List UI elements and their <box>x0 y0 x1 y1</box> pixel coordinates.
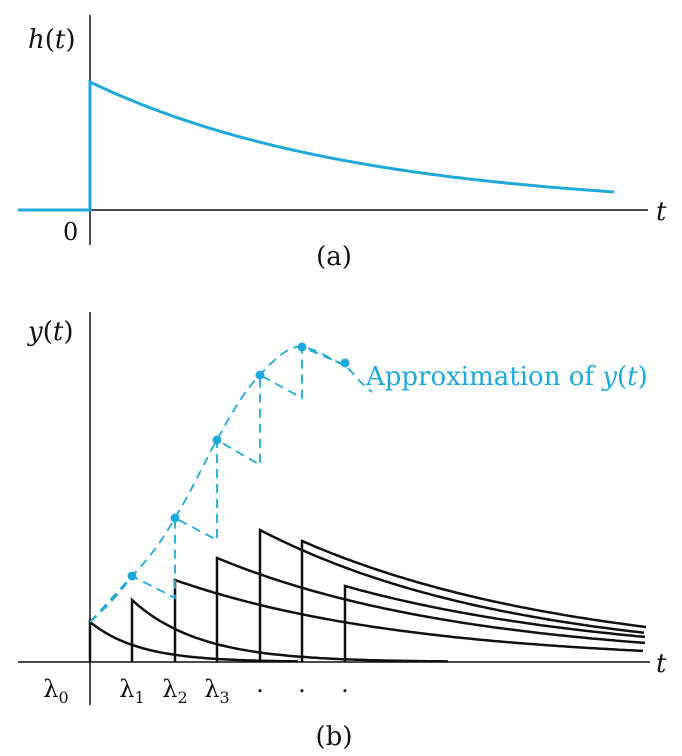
panel-b-caption: (b) <box>316 722 353 752</box>
impulse-response-3 <box>215 556 646 662</box>
impulse-response-1 <box>130 597 448 663</box>
tick-label-2: λ2 <box>162 675 187 707</box>
panel-a-caption: (a) <box>316 242 352 272</box>
panel-b-y-label: y(t) <box>27 317 73 347</box>
approximation-smooth <box>89 346 373 623</box>
tick-label-4: . <box>256 670 264 698</box>
approximation-point-5 <box>297 342 307 352</box>
shifted-impulse-responses <box>88 527 647 663</box>
approximation-point-6 <box>340 358 350 368</box>
panel-a-origin-label: 0 <box>63 218 78 246</box>
tick-label-3: λ3 <box>204 675 229 707</box>
h-curve <box>18 79 615 212</box>
tick-label-6: . <box>341 670 349 698</box>
approximation-point-3 <box>212 435 222 445</box>
approximation-point-4 <box>255 370 265 380</box>
panel-a: h(t) t 0 (a) <box>18 15 667 272</box>
tick-label-5: . <box>298 670 306 698</box>
panel-b: y(t) t (b) λ0 λ1 λ2 λ3... Approximation of … <box>18 312 667 752</box>
impulse-response-2 <box>173 578 644 662</box>
approximation-curve <box>89 342 373 623</box>
impulse-response-5 <box>300 539 647 662</box>
approximation-label: Approximation of y(t) <box>365 362 648 392</box>
impulse-response-4 <box>258 527 645 662</box>
panel-a-y-label: h(t) <box>28 25 76 55</box>
panel-a-x-label: t <box>656 197 667 227</box>
approximation-point-1 <box>127 571 137 581</box>
tick-label-1: λ1 <box>119 675 144 707</box>
approximation-point-2 <box>170 513 180 523</box>
tick-label-0: λ0 <box>43 675 68 707</box>
impulse-response-0 <box>88 619 299 663</box>
panel-b-x-label: t <box>656 649 667 679</box>
impulse-response-6 <box>343 584 646 662</box>
tick-labels: λ0 λ1 λ2 λ3... <box>43 670 349 707</box>
